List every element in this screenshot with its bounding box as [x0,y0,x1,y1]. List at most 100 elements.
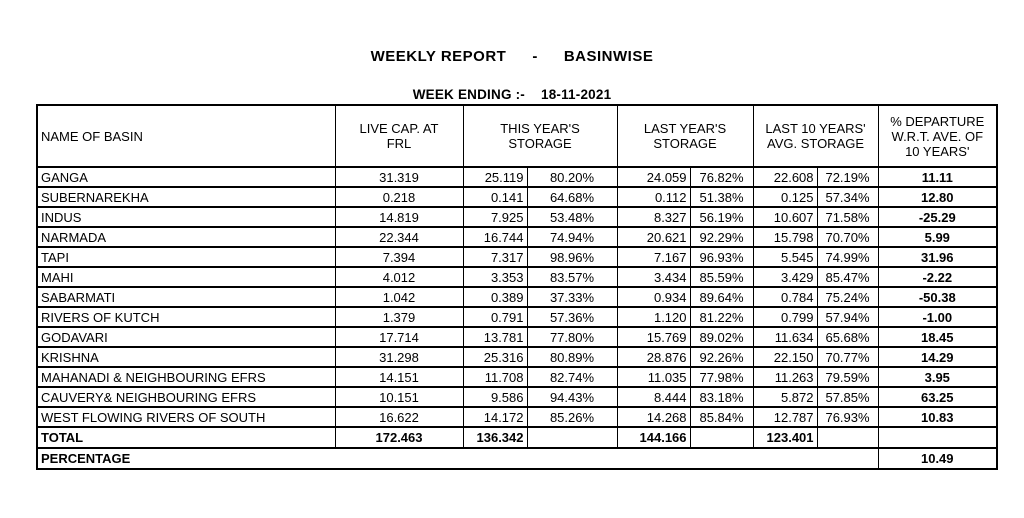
basin-last-year-pct: 92.26% [689,346,754,368]
basin-row: KRISHNA 31.298 25.316 80.89% 28.876 92.2… [36,346,998,368]
percentage-departure: 10.49 [877,447,998,470]
report-title: WEEKLY REPORT - BASINWISE [0,0,1024,64]
col-header-live-cap: LIVE CAP. AT FRL [334,104,464,168]
empty-cell [689,426,754,449]
col-header-departure: % DEPARTURE W.R.T. AVE. OF 10 YEARS' [877,104,998,168]
basin-name: CAUVERY& NEIGHBOURING EFRS [36,386,336,408]
week-ending: WEEK ENDING :- 18-11-2021 [0,88,1024,102]
basin-avg10-pct: 74.99% [816,246,879,268]
basin-this-year-pct: 80.89% [526,346,618,368]
header-row: NAME OF BASIN LIVE CAP. AT FRL THIS YEAR… [36,104,998,168]
basin-last-year-pct: 81.22% [689,306,754,328]
basin-this-year-pct: 94.43% [526,386,618,408]
basin-avg10-pct: 70.70% [816,226,879,248]
basin-avg10: 12.787 [752,406,818,428]
basin-last-year: 8.444 [616,386,691,408]
basin-avg10-pct: 71.58% [816,206,879,228]
basin-this-year-pct: 85.26% [526,406,618,428]
report-subtitle-text: BASINWISE [563,48,654,65]
basin-avg10-pct: 65.68% [816,326,879,348]
week-ending-label: WEEK ENDING :- [412,87,525,102]
basin-live-cap: 17.714 [334,326,464,348]
report-title-text: WEEKLY REPORT [370,48,507,65]
basin-row: GANGA 31.319 25.119 80.20% 24.059 76.82%… [36,166,998,188]
basin-avg10: 22.608 [752,166,818,188]
basin-this-year: 14.172 [462,406,528,428]
basin-last-year-pct: 89.64% [689,286,754,308]
basin-live-cap: 10.151 [334,386,464,408]
total-this-year: 136.342 [462,426,528,449]
basin-avg10: 5.545 [752,246,818,268]
percentage-label: PERCENTAGE [36,447,879,470]
basin-row: TAPI 7.394 7.317 98.96% 7.167 96.93% 5.5… [36,246,998,268]
basin-avg10: 11.263 [752,366,818,388]
basin-last-year-pct: 85.59% [689,266,754,288]
basin-last-year-pct: 89.02% [689,326,754,348]
basin-this-year-pct: 64.68% [526,186,618,208]
basin-live-cap: 22.344 [334,226,464,248]
basin-this-year-pct: 77.80% [526,326,618,348]
basin-avg10: 15.798 [752,226,818,248]
basin-this-year: 7.317 [462,246,528,268]
basin-this-year: 0.141 [462,186,528,208]
basin-last-year: 3.434 [616,266,691,288]
basin-row: SUBERNAREKHA 0.218 0.141 64.68% 0.112 51… [36,186,998,208]
basin-name: GANGA [36,166,336,188]
basin-this-year: 16.744 [462,226,528,248]
basin-last-year-pct: 51.38% [689,186,754,208]
basin-last-year: 1.120 [616,306,691,328]
basin-avg10-pct: 57.94% [816,306,879,328]
total-label: TOTAL [36,426,336,449]
basin-name: WEST FLOWING RIVERS OF SOUTH [36,406,336,428]
basin-avg10-pct: 70.77% [816,346,879,368]
basin-avg10: 0.799 [752,306,818,328]
basin-departure: 31.96 [877,246,998,268]
basin-name: MAHANADI & NEIGHBOURING EFRS [36,366,336,388]
basin-this-year-pct: 37.33% [526,286,618,308]
basin-avg10-pct: 75.24% [816,286,879,308]
basin-last-year: 0.112 [616,186,691,208]
basin-live-cap: 31.298 [334,346,464,368]
basin-departure: 10.83 [877,406,998,428]
basin-last-year-pct: 92.29% [689,226,754,248]
basin-last-year: 8.327 [616,206,691,228]
total-row: TOTAL 172.463 136.342 144.166 123.401 [36,426,998,449]
basin-row: MAHI 4.012 3.353 83.57% 3.434 85.59% 3.4… [36,266,998,288]
empty-cell [877,426,998,449]
basin-last-year: 0.934 [616,286,691,308]
basin-this-year-pct: 74.94% [526,226,618,248]
basin-live-cap: 0.218 [334,186,464,208]
basin-avg10: 5.872 [752,386,818,408]
basin-departure: 12.80 [877,186,998,208]
basin-departure: -2.22 [877,266,998,288]
basin-last-year: 7.167 [616,246,691,268]
basin-this-year: 25.316 [462,346,528,368]
basin-this-year-pct: 53.48% [526,206,618,228]
basin-last-year: 14.268 [616,406,691,428]
basin-this-year: 0.791 [462,306,528,328]
basin-last-year: 15.769 [616,326,691,348]
basin-avg10-pct: 76.93% [816,406,879,428]
basin-live-cap: 14.819 [334,206,464,228]
basin-avg10: 10.607 [752,206,818,228]
basin-last-year: 28.876 [616,346,691,368]
basin-row: WEST FLOWING RIVERS OF SOUTH 16.622 14.1… [36,406,998,428]
col-header-this-year-storage: THIS YEAR'S STORAGE [462,104,618,168]
basin-avg10-pct: 72.19% [816,166,879,188]
basin-departure: 11.11 [877,166,998,188]
basin-this-year: 0.389 [462,286,528,308]
basin-this-year-pct: 80.20% [526,166,618,188]
basin-name: INDUS [36,206,336,228]
total-avg10: 123.401 [752,426,818,449]
basin-storage-table: NAME OF BASIN LIVE CAP. AT FRL THIS YEAR… [36,104,999,470]
basin-departure: 3.95 [877,366,998,388]
basin-row: NARMADA 22.344 16.744 74.94% 20.621 92.2… [36,226,998,248]
basin-this-year-pct: 98.96% [526,246,618,268]
basin-departure: -1.00 [877,306,998,328]
col-header-last-year-storage: LAST YEAR'S STORAGE [616,104,754,168]
basin-last-year: 24.059 [616,166,691,188]
basin-last-year-pct: 83.18% [689,386,754,408]
basin-row: CAUVERY& NEIGHBOURING EFRS 10.151 9.586 … [36,386,998,408]
basin-avg10: 3.429 [752,266,818,288]
basin-name: NARMADA [36,226,336,248]
